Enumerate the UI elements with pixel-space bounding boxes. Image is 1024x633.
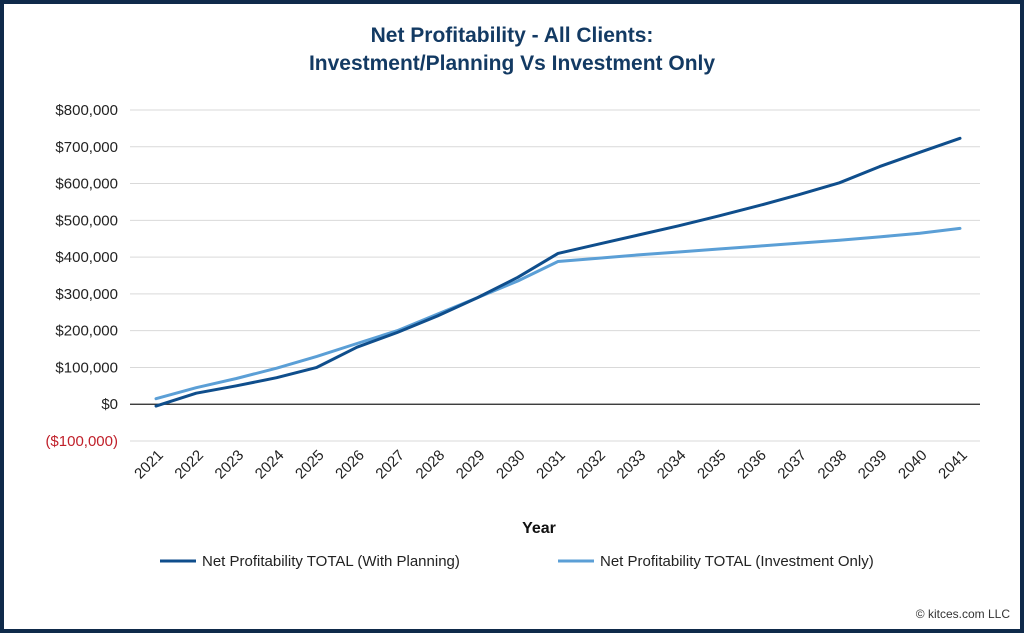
chart-title: Net Profitability - All Clients: Investm… [4, 22, 1020, 78]
y-tick-label: $300,000 [55, 286, 118, 303]
y-tick-label: $200,000 [55, 323, 118, 340]
x-tick-label: 2025 [292, 447, 328, 483]
x-tick-label: 2034 [654, 447, 690, 483]
line-chart: $800,000 $700,000 $600,000 $500,000 $400,000… [45, 102, 980, 570]
x-tick-label: 2036 [734, 447, 770, 483]
series-lines [154, 136, 962, 408]
legend-label: Net Profitability TOTAL (With Planning) [202, 553, 460, 570]
chart-title-line-1: Net Profitability - All Clients: [370, 24, 654, 47]
series-line-with-planning [154, 136, 962, 408]
x-tick-label: 2039 [855, 447, 891, 483]
x-tick-label: 2031 [533, 447, 569, 483]
legend-label: Net Profitability TOTAL (Investment Only… [600, 553, 874, 570]
y-tick-label: $400,000 [55, 249, 118, 266]
y-tick-label: $800,000 [55, 102, 118, 119]
chart-title-line-2: Investment/Planning Vs Investment Only [308, 52, 716, 75]
series-line-investment-only [154, 226, 962, 401]
x-tick-label: 2024 [252, 447, 288, 483]
legend: Net Profitability TOTAL (With Planning) N… [160, 553, 874, 570]
x-tick-label: 2021 [131, 447, 167, 483]
x-tick-label: 2028 [413, 447, 449, 483]
x-tick-label: 2027 [372, 447, 408, 483]
x-axis-ticks: 2021 2022 2023 2024 2025 2026 2027 2028 2029 2030… [131, 447, 971, 483]
y-tick-label: $700,000 [55, 139, 118, 156]
gridlines [130, 109, 980, 442]
x-tick-label: 2026 [332, 447, 368, 483]
copyright-credit: © kitces.com LLC [915, 607, 1010, 621]
x-tick-label: 2038 [815, 447, 851, 483]
x-tick-label: 2022 [171, 447, 207, 483]
x-tick-label: 2030 [493, 447, 529, 483]
y-tick-label: $0 [101, 396, 118, 413]
x-tick-label: 2035 [694, 447, 730, 483]
x-tick-label: 2040 [895, 447, 931, 483]
x-tick-label: 2029 [453, 447, 489, 483]
x-tick-label: 2037 [774, 447, 810, 483]
chart-frame: Net Profitability - All Clients: Investm… [4, 4, 1020, 629]
x-tick-label: 2033 [614, 447, 650, 483]
y-tick-label: $100,000 [55, 359, 118, 376]
y-tick-label: $600,000 [55, 176, 118, 193]
x-tick-label: 2032 [573, 447, 609, 483]
x-tick-label: 2041 [935, 447, 971, 483]
x-axis-label: Year [522, 520, 556, 537]
x-tick-label: 2023 [212, 447, 248, 483]
y-axis-ticks: $800,000 $700,000 $600,000 $500,000 $400,000… [45, 102, 118, 450]
y-tick-label: ($100,000) [45, 433, 118, 450]
y-tick-label: $500,000 [55, 212, 118, 229]
